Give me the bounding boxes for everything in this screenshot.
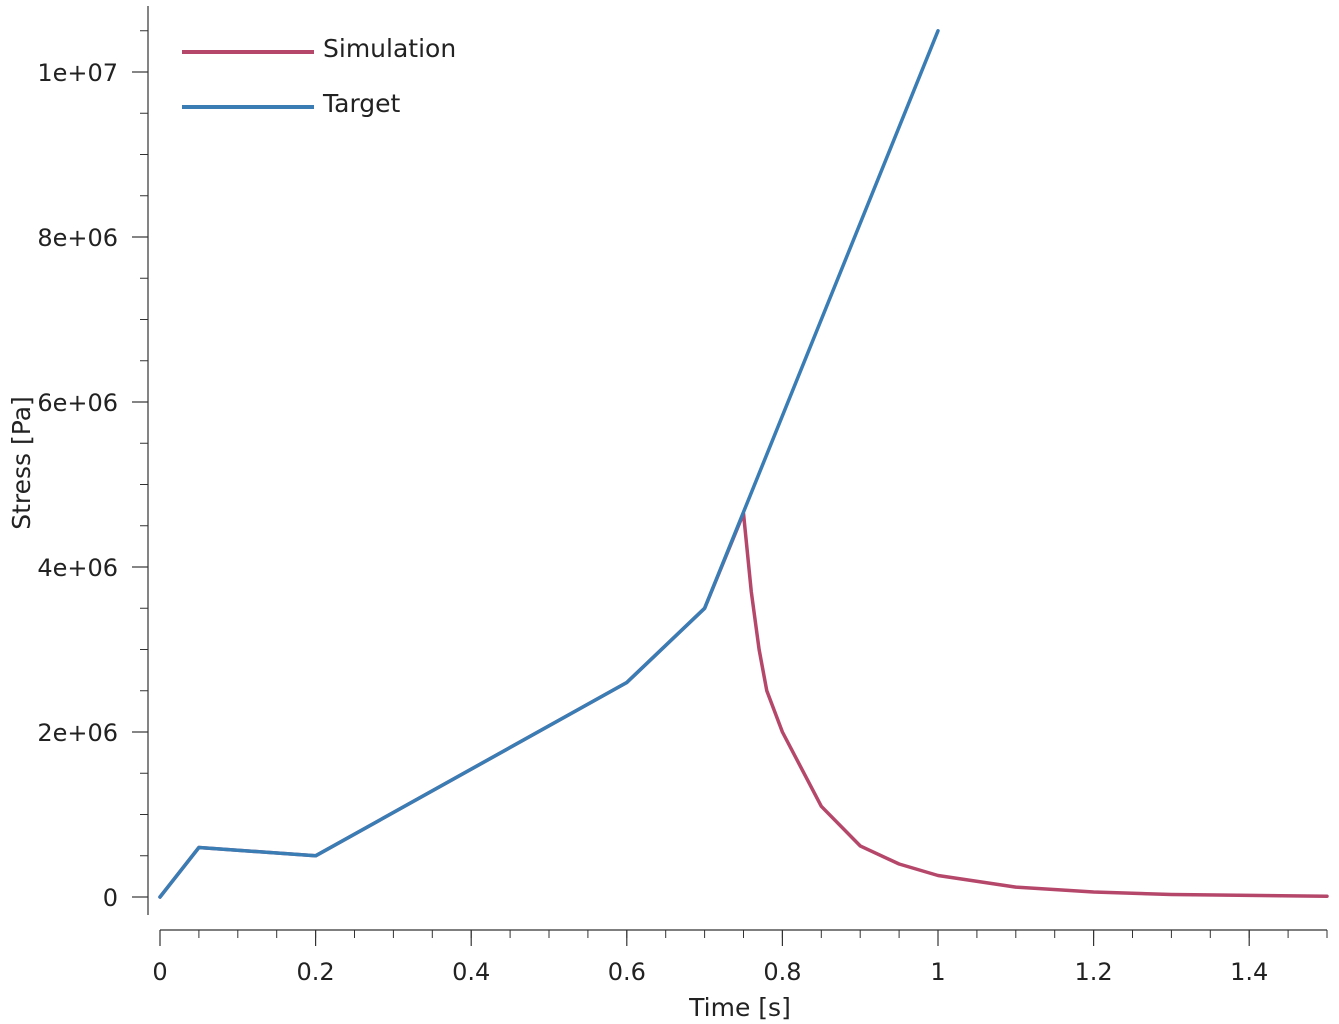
y-tick-label: 6e+06 bbox=[37, 389, 118, 417]
x-tick-label: 0 bbox=[152, 958, 167, 986]
series-line-simulation bbox=[158, 511, 1329, 899]
legend: Simulation Target bbox=[182, 34, 456, 118]
y-axis-ticks: 0 2e+06 4e+06 6e+06 8e+06 1e+07 bbox=[37, 30, 148, 912]
y-axis-label: Stress [Pa] bbox=[7, 396, 36, 530]
y-tick-label: 4e+06 bbox=[37, 554, 118, 582]
x-tick-label: 0.8 bbox=[763, 958, 801, 986]
x-axis-ticks: 0 0.2 0.4 0.6 0.8 1 1.2 1.4 bbox=[152, 930, 1328, 986]
series-layer bbox=[158, 29, 1329, 899]
x-tick-label: 1.4 bbox=[1230, 958, 1268, 986]
x-tick-label: 1.2 bbox=[1075, 958, 1113, 986]
x-tick-label: 0.2 bbox=[297, 958, 335, 986]
x-tick-label: 1 bbox=[930, 958, 945, 986]
series-line-target bbox=[158, 29, 940, 899]
y-tick-label: 0 bbox=[103, 884, 118, 912]
legend-label-target: Target bbox=[322, 89, 401, 118]
y-tick-label: 8e+06 bbox=[37, 224, 118, 252]
legend-label-simulation: Simulation bbox=[323, 34, 456, 63]
x-tick-label: 0.4 bbox=[452, 958, 490, 986]
x-axis-label: Time [s] bbox=[688, 993, 791, 1022]
x-tick-label: 0.6 bbox=[608, 958, 646, 986]
y-tick-label: 1e+07 bbox=[37, 59, 118, 87]
axes bbox=[147, 6, 1327, 931]
y-tick-label: 2e+06 bbox=[37, 719, 118, 747]
